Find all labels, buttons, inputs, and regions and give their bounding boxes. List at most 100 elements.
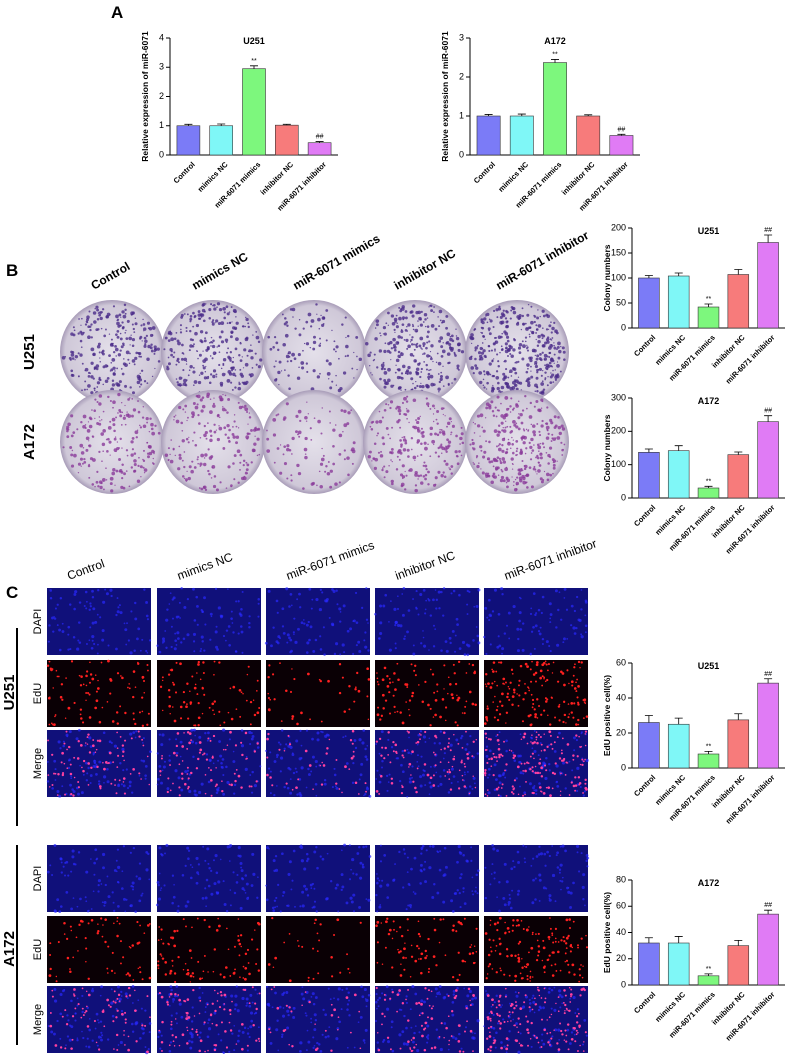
nucleus bbox=[534, 730, 536, 732]
nucleus bbox=[272, 907, 275, 910]
edu-dot bbox=[226, 928, 228, 930]
edu-dot bbox=[425, 950, 427, 952]
colony-dot bbox=[474, 358, 477, 361]
colony-dot bbox=[78, 318, 80, 320]
edu-dot bbox=[430, 708, 432, 710]
nucleus bbox=[297, 628, 300, 631]
colony-dot bbox=[279, 361, 282, 364]
colony-dot bbox=[257, 428, 260, 431]
colony-dot bbox=[405, 471, 406, 472]
colony-dot bbox=[147, 455, 150, 458]
edu-dot bbox=[57, 773, 59, 775]
edu-dot bbox=[389, 682, 391, 684]
edu-dot bbox=[552, 672, 553, 673]
edu-dot bbox=[534, 713, 537, 716]
nucleus bbox=[138, 877, 141, 880]
colony-dot bbox=[379, 349, 382, 352]
colony-dot bbox=[190, 315, 193, 318]
colony-dot bbox=[304, 343, 305, 344]
colony-dot bbox=[203, 433, 207, 437]
colony-dot bbox=[443, 385, 445, 387]
edu-dot bbox=[547, 669, 549, 671]
nucleus bbox=[576, 790, 578, 792]
micrograph bbox=[157, 588, 261, 655]
colony-dot bbox=[322, 407, 323, 408]
colony-dot bbox=[515, 423, 517, 425]
colony-dot bbox=[213, 369, 216, 372]
nucleus bbox=[299, 730, 301, 732]
colony-dot bbox=[345, 317, 347, 319]
colony-dot bbox=[418, 344, 421, 347]
edu-dot bbox=[435, 699, 438, 702]
edu-dot bbox=[452, 697, 454, 699]
edu-dot bbox=[326, 747, 328, 749]
nucleus bbox=[190, 729, 193, 732]
colony-dot bbox=[435, 476, 438, 479]
colony-dot bbox=[202, 309, 205, 312]
nucleus bbox=[427, 598, 429, 600]
colony-dot bbox=[227, 347, 229, 349]
nucleus bbox=[137, 628, 140, 631]
nucleus bbox=[233, 751, 235, 753]
colony-dot bbox=[129, 363, 130, 364]
nucleus bbox=[582, 898, 584, 900]
edu-dot bbox=[119, 923, 121, 925]
edu-dot bbox=[158, 939, 160, 941]
colony-dot bbox=[202, 350, 203, 351]
edu-dot bbox=[410, 774, 412, 776]
nucleus bbox=[430, 766, 432, 768]
nucleus bbox=[128, 639, 130, 641]
edu-dot bbox=[83, 684, 85, 686]
edu-dot bbox=[55, 714, 57, 716]
edu-dot bbox=[412, 781, 414, 783]
edu-dot bbox=[377, 941, 379, 943]
colony-dot bbox=[216, 488, 219, 491]
nucleus bbox=[522, 845, 524, 847]
nucleus bbox=[367, 899, 370, 902]
nucleus bbox=[360, 773, 363, 776]
colony-dot bbox=[185, 327, 187, 329]
colony-dot bbox=[416, 421, 419, 424]
edu-dot bbox=[490, 765, 492, 767]
colony-dot bbox=[382, 436, 385, 439]
edu-dot bbox=[572, 754, 574, 756]
edu-dot bbox=[544, 971, 546, 973]
edu-dot bbox=[552, 974, 555, 977]
nucleus bbox=[462, 641, 465, 644]
channel-label: EdU bbox=[32, 683, 44, 704]
colony-dot bbox=[188, 477, 191, 480]
nucleus bbox=[510, 867, 513, 870]
edu-dot bbox=[563, 701, 565, 703]
edu-dot bbox=[530, 723, 532, 725]
edu-dot bbox=[418, 958, 420, 960]
nucleus bbox=[375, 743, 377, 745]
nucleus bbox=[423, 770, 425, 772]
edu-dot bbox=[449, 683, 452, 686]
edu-dot bbox=[140, 778, 142, 780]
nucleus bbox=[349, 844, 351, 846]
colony-dot bbox=[430, 351, 431, 352]
colony-dot bbox=[178, 361, 180, 363]
colony-dot bbox=[489, 362, 492, 365]
nucleus bbox=[126, 622, 128, 624]
colony-dot bbox=[127, 413, 129, 415]
colony-dot bbox=[143, 424, 147, 428]
edu-dot bbox=[321, 783, 323, 785]
colony-dot bbox=[246, 463, 249, 466]
nucleus bbox=[192, 588, 195, 591]
nucleus bbox=[577, 618, 580, 621]
edu-dot bbox=[546, 679, 548, 681]
colony-dot bbox=[283, 418, 286, 421]
colony-dot bbox=[504, 396, 508, 400]
nucleus bbox=[92, 607, 95, 610]
edu-dot bbox=[376, 921, 379, 924]
colony-dot bbox=[486, 372, 489, 375]
nucleus bbox=[294, 641, 297, 644]
nucleus bbox=[444, 752, 446, 754]
colony-dot bbox=[456, 455, 459, 458]
edu-dot bbox=[99, 740, 102, 743]
edu-dot bbox=[516, 919, 519, 922]
nucleus bbox=[287, 767, 290, 770]
edu-dot bbox=[528, 715, 531, 718]
colony-dot bbox=[328, 461, 330, 463]
